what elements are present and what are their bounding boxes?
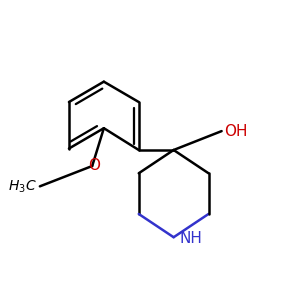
Text: OH: OH: [224, 124, 248, 139]
Text: $H_3C$: $H_3C$: [8, 178, 37, 194]
Text: O: O: [88, 158, 100, 173]
Text: NH: NH: [180, 231, 202, 246]
